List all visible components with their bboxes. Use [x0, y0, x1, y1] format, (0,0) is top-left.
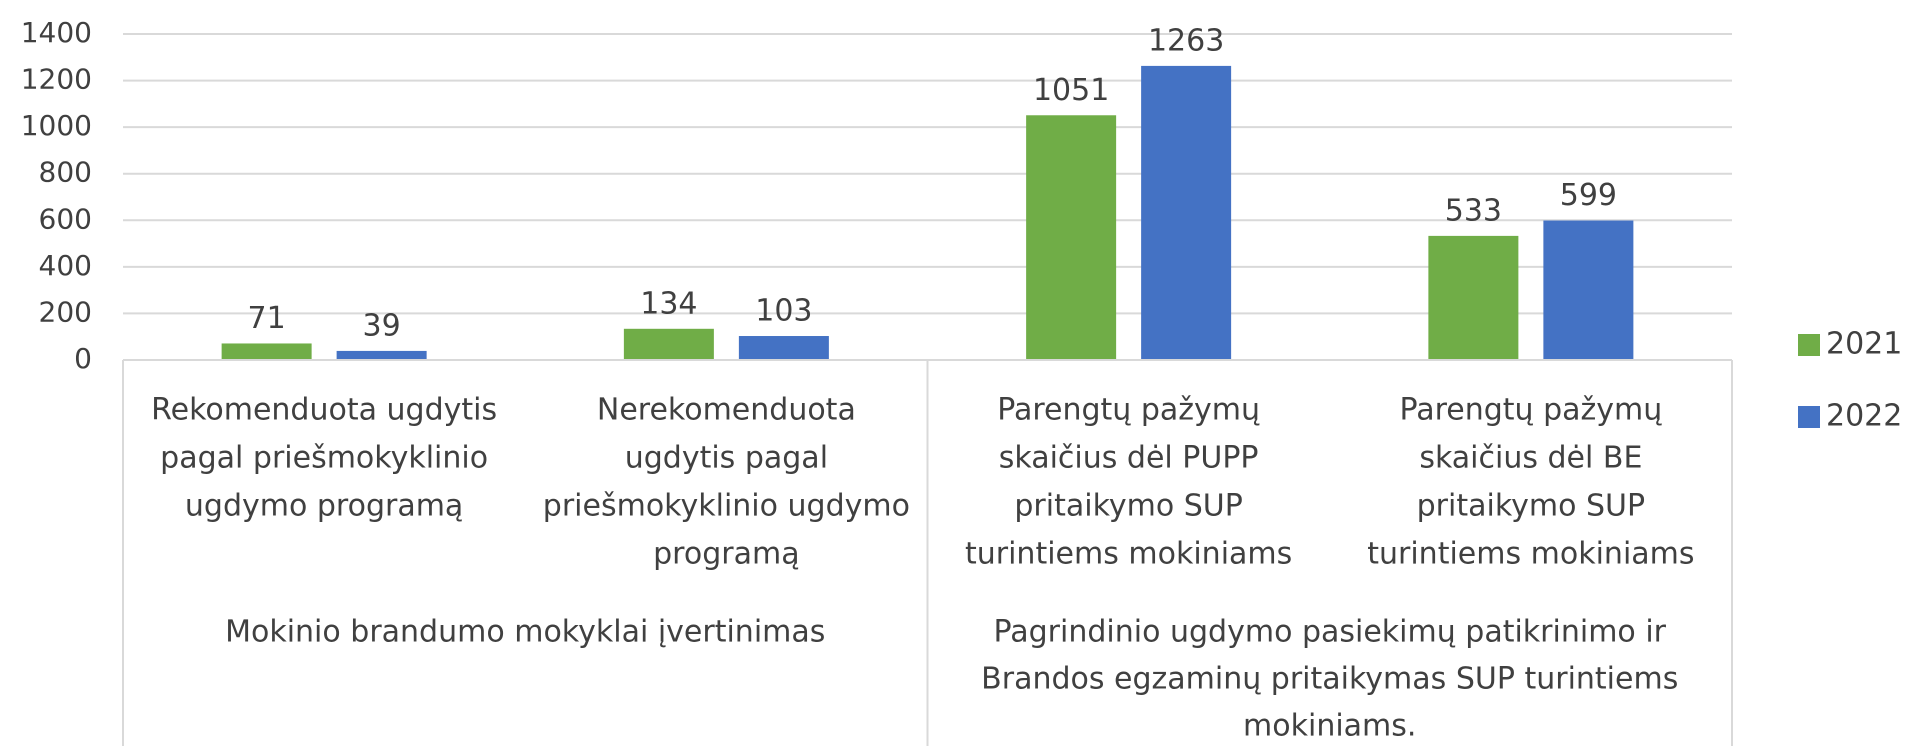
x-tick-label: pritaikymo SUP: [1014, 489, 1242, 524]
x-tick-label: ugdymo programą: [185, 489, 463, 524]
data-label: 599: [1560, 178, 1617, 213]
y-tick-label: 1000: [21, 109, 92, 142]
group-label: mokiniams.: [1243, 709, 1416, 744]
x-tick-label: skaičius dėl PUPP: [999, 441, 1259, 476]
legend-label: 2021: [1826, 327, 1902, 362]
x-tick-label: priešmokyklinio ugdymo: [543, 489, 910, 524]
x-tick-label: Nerekomenduota: [597, 393, 856, 428]
data-label: 533: [1445, 193, 1502, 228]
bar: [1141, 65, 1232, 360]
bar: [1543, 220, 1634, 360]
x-tick-label: Parengtų pažymų: [997, 393, 1260, 428]
x-tick-label: turintiems mokiniams: [965, 537, 1292, 572]
bar: [336, 350, 427, 360]
bar: [623, 328, 714, 360]
x-tick-label: pagal priešmokyklinio: [160, 441, 488, 476]
data-label: 1051: [1033, 73, 1109, 108]
y-tick-label: 800: [39, 156, 92, 189]
y-tick-label: 1400: [21, 16, 92, 49]
data-label: 39: [363, 308, 401, 343]
data-label: 134: [640, 286, 697, 321]
bar: [221, 343, 312, 360]
data-label: 1263: [1148, 23, 1224, 58]
y-tick-label: 1200: [21, 63, 92, 96]
legend-label: 2022: [1826, 399, 1902, 434]
x-tick-label: Parengtų pažymų: [1399, 393, 1662, 428]
x-tick-label: programą: [653, 537, 799, 572]
data-label: 71: [248, 301, 286, 336]
y-tick-label: 200: [39, 295, 92, 328]
legend-swatch: [1798, 334, 1820, 356]
bar: [1026, 115, 1117, 360]
y-tick-label: 600: [39, 202, 92, 235]
bar: [1428, 235, 1519, 360]
group-label: Mokinio brandumo mokyklai įvertinimas: [225, 615, 825, 650]
legend-swatch: [1798, 406, 1820, 428]
group-label: Brandos egzaminų pritaikymas SUP turinti…: [981, 662, 1678, 697]
data-label: 103: [755, 294, 812, 329]
group-label: Pagrindinio ugdymo pasiekimų patikrinimo…: [994, 615, 1667, 650]
x-tick-label: ugdytis pagal: [625, 441, 828, 476]
x-tick-label: skaičius dėl BE: [1419, 441, 1642, 476]
bar: [738, 336, 829, 360]
y-tick-label: 0: [74, 342, 92, 375]
x-tick-label: turintiems mokiniams: [1367, 537, 1694, 572]
x-tick-label: pritaikymo SUP: [1417, 489, 1645, 524]
y-tick-label: 400: [39, 249, 92, 282]
x-tick-label: Rekomenduota ugdytis: [151, 393, 497, 428]
